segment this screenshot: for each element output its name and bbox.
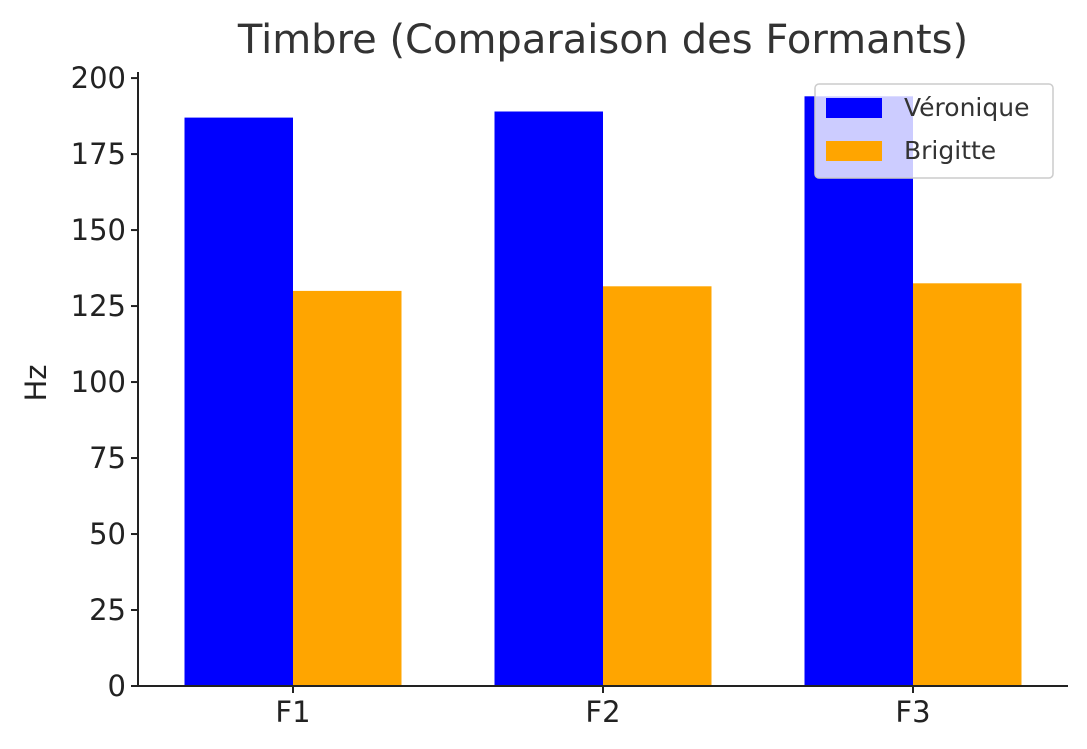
y-tick-label: 125 xyxy=(71,289,126,323)
x-axis-ticks: F1 F2 F3 xyxy=(275,686,931,729)
bar-f1-2 xyxy=(293,290,402,686)
y-tick-label: 200 xyxy=(71,61,126,95)
y-tick-label: 0 xyxy=(108,669,126,703)
y-axis-label: Hz xyxy=(19,364,53,401)
y-axis-ticks: 0 25 50 75 100 125 150 175 200 xyxy=(71,61,138,703)
bar-f3-1 xyxy=(804,96,913,687)
y-tick-label: 100 xyxy=(71,365,126,399)
bar-f3-2 xyxy=(913,283,1022,686)
legend-label-1: Véronique xyxy=(904,93,1029,122)
x-tick-label: F2 xyxy=(585,695,620,729)
bar-f1-1 xyxy=(184,117,293,687)
bar-f2-1 xyxy=(494,111,603,686)
chart-title: Timbre (Comparaison des Formants) xyxy=(237,17,968,63)
y-tick-label: 75 xyxy=(89,441,126,475)
legend-label-2: Brigitte xyxy=(904,136,996,165)
y-tick-label: 150 xyxy=(71,213,126,247)
legend-swatch-2 xyxy=(826,141,882,161)
y-tick-label: 50 xyxy=(89,517,126,551)
legend-swatch-1 xyxy=(826,98,882,118)
y-tick-label: 25 xyxy=(89,593,126,627)
bar-f2-2 xyxy=(603,286,712,686)
x-tick-label: F3 xyxy=(895,695,930,729)
y-tick-label: 175 xyxy=(71,137,126,171)
x-tick-label: F1 xyxy=(275,695,310,729)
legend: Véronique Brigitte xyxy=(814,83,1054,179)
bars-group xyxy=(184,96,1022,687)
